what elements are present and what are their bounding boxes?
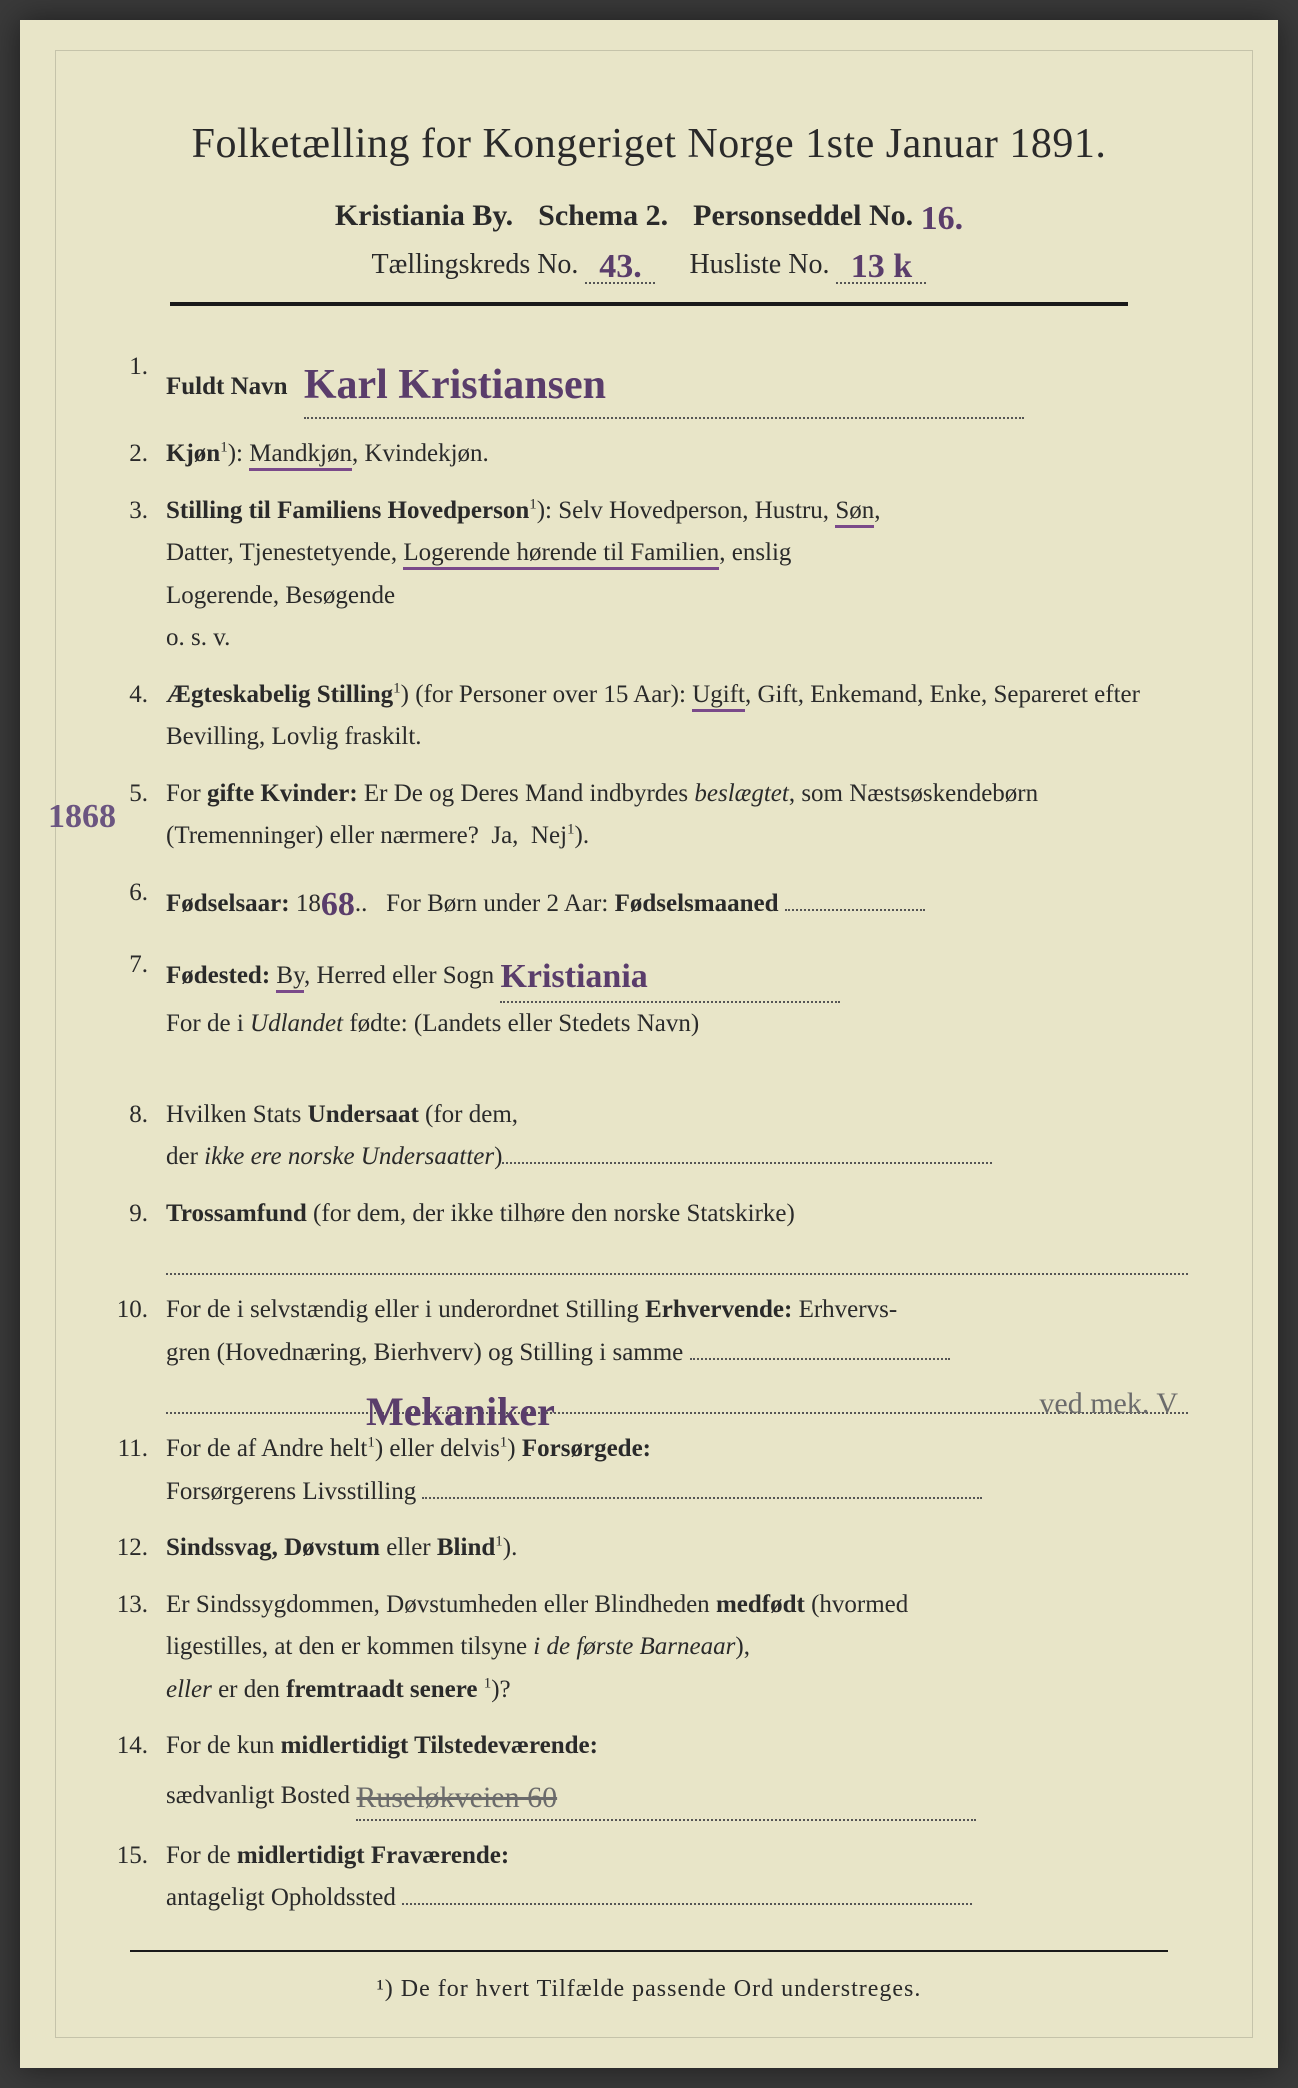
label-stilling: Stilling til Familiens Hovedperson — [166, 497, 529, 524]
selected-son: Søn — [835, 497, 874, 528]
form-title: Folketælling for Kongeriget Norge 1ste J… — [110, 120, 1188, 168]
paren-text: (for Personer over 15 Aar): — [415, 681, 686, 708]
label-fravaerende: For de midlertidigt Fraværende: — [166, 1842, 509, 1869]
item-13: 13. Er Sindssygdommen, Døvstumheden elle… — [110, 1584, 1188, 1712]
label-fodselsaar: Fødselsaar: — [166, 890, 290, 917]
item-14: 14. For de kun midlertidigt Tilstedevære… — [110, 1725, 1188, 1821]
census-form-page: 1868 Folketælling for Kongeriget Norge 1… — [20, 20, 1278, 2068]
item-6: 6. Fødselsaar: 1868.. For Børn under 2 A… — [110, 872, 1188, 930]
item-num: 10. — [110, 1289, 166, 1332]
margin-year-note: 1868 — [48, 798, 116, 836]
line-opholdssted: antageligt Opholdssted — [166, 1884, 396, 1911]
label-forsorgede: For de af Andre helt1) eller delvis1) Fo… — [166, 1435, 651, 1462]
label-kjon: Kjøn — [166, 440, 220, 467]
value-bosted: Ruseløkveien 60 — [356, 1772, 557, 1823]
item-12: 12. Sindssvag, Døvstum eller Blind1). — [110, 1527, 1188, 1570]
selected-mandkjon: Mandkjøn — [249, 440, 352, 471]
item-num: 7. — [110, 944, 166, 987]
value-occupation-suffix: ved mek. V — [1039, 1378, 1178, 1416]
item-11: 11. For de af Andre helt1) eller delvis1… — [110, 1428, 1188, 1513]
item-num: 13. — [110, 1584, 166, 1627]
item-num: 8. — [110, 1094, 166, 1137]
text-trossamfund: (for dem, der ikke tilhøre den norske St… — [313, 1200, 795, 1227]
label-tilstedevaerende: For de kun midlertidigt Tilstedeværende: — [166, 1732, 598, 1759]
husliste-value: 13 k — [851, 248, 912, 286]
year-suffix: 68 — [321, 876, 355, 934]
value-occupation: Mekaniker — [366, 1378, 555, 1416]
item-5: 5. For gifte Kvinder: Er De og Deres Man… — [110, 773, 1188, 858]
item-num: 3. — [110, 490, 166, 533]
item-num: 11. — [110, 1428, 166, 1471]
divider-top — [170, 302, 1128, 306]
line-udlandet: For de i Udlandet fødte: (Landets eller … — [166, 1010, 699, 1037]
item-num: 4. — [110, 674, 166, 717]
item-15: 15. For de midlertidigt Fraværende: anta… — [110, 1835, 1188, 1920]
sub-month: Fødselsmaaned — [615, 890, 779, 917]
personseddel-label: Personseddel No. — [693, 199, 913, 232]
city-label: Kristiania By. — [335, 199, 513, 232]
selected-ugift: Ugift — [692, 681, 745, 712]
selected-logerende: Logerende hørende til Familien — [403, 539, 719, 570]
husliste-label: Husliste No. — [689, 249, 829, 280]
sub-label: For Børn under 2 Aar: — [386, 890, 608, 917]
item-num: 14. — [110, 1725, 166, 1768]
item-num: 15. — [110, 1835, 166, 1878]
item-num: 5. — [110, 773, 166, 816]
item-num: 1. — [110, 346, 166, 389]
item-num: 12. — [110, 1527, 166, 1570]
divider-bottom — [130, 1950, 1168, 1952]
item-3: 3. Stilling til Familiens Hovedperson1):… — [110, 490, 1188, 660]
item-4: 4. Ægteskabelig Stilling1) (for Personer… — [110, 674, 1188, 759]
item-7: 7. Fødested: By, Herred eller Sogn Krist… — [110, 944, 1188, 1046]
kreds-value: 43. — [599, 248, 642, 286]
footnote: ¹) De for hvert Tilfælde passende Ord un… — [110, 1976, 1188, 2003]
subline: Tællingskreds No. 43. Husliste No. 13 k — [110, 244, 1188, 284]
label-fodested: Fødested: — [166, 962, 270, 989]
label-fuldt-navn: Fuldt Navn — [166, 373, 288, 400]
schema-label: Schema 2. — [538, 199, 668, 232]
selected-by: By — [276, 962, 304, 993]
year-prefix: 18 — [296, 890, 321, 917]
item-2: 2. Kjøn1): Mandkjøn, Kvindekjøn. — [110, 433, 1188, 476]
kreds-label: Tællingskreds No. — [372, 249, 579, 280]
item-8: 8. Hvilken Stats Undersaat (for dem, der… — [110, 1094, 1188, 1179]
personseddel-value: 16. — [921, 200, 964, 238]
item-num: 2. — [110, 433, 166, 476]
line-bosted: sædvanligt Bosted — [166, 1782, 350, 1809]
value-name: Karl Kristiansen — [304, 350, 606, 421]
item-num: 9. — [110, 1193, 166, 1236]
subtitle: Kristiania By. Schema 2. Personseddel No… — [110, 196, 1188, 234]
line-livsstilling: Forsørgerens Livsstilling — [166, 1478, 416, 1505]
value-birthplace: Kristiania — [500, 948, 647, 1006]
item-1: 1. Fuldt Navn Karl Kristiansen — [110, 346, 1188, 419]
item-9: 9. Trossamfund (for dem, der ikke tilhør… — [110, 1193, 1188, 1276]
label-aegteskab: Ægteskabelig Stilling — [166, 681, 393, 708]
item-10: 10. For de i selvstændig eller i underor… — [110, 1289, 1188, 1414]
label-trossamfund: Trossamfund — [166, 1200, 307, 1227]
item-num: 6. — [110, 872, 166, 915]
